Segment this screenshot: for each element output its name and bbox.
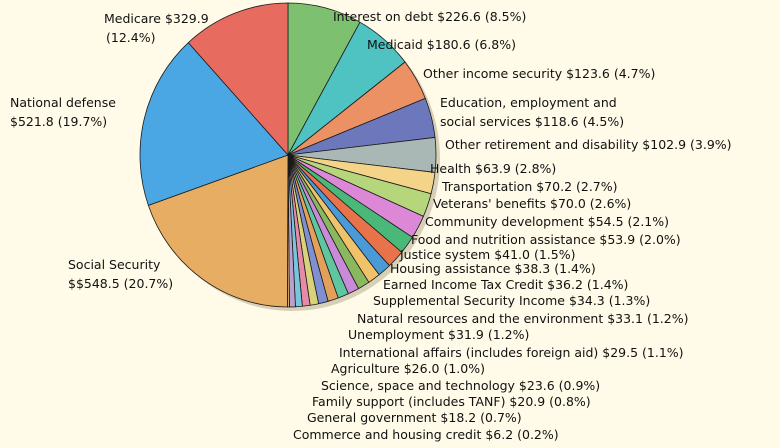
- slice-label: Medicare $329.9 (12.4%): [104, 11, 209, 45]
- slice-label: Earned Income Tax Credit $36.2 (1.4%): [383, 277, 628, 292]
- slice-label: Transportation $70.2 (2.7%): [441, 179, 618, 194]
- slice-label: National defense $521.8 (19.7%): [10, 95, 116, 129]
- slice-label: Social Security $$548.5 (20.7%): [68, 257, 173, 291]
- slice-label: Justice system $41.0 (1.5%): [399, 247, 575, 262]
- slice-label: Natural resources and the environment $3…: [357, 311, 688, 326]
- slice-label: Community development $54.5 (2.1%): [425, 214, 669, 229]
- slice-label: Science, space and technology $23.6 (0.9…: [321, 378, 600, 393]
- slice-label: Agriculture $26.0 (1.0%): [331, 361, 485, 376]
- pie-slice: [187, 2, 289, 156]
- slice-label: Housing assistance $38.3 (1.4%): [390, 261, 596, 276]
- slice-label: Health $63.9 (2.8%): [430, 161, 556, 176]
- slice-label: Family support (includes TANF) $20.9 (0.…: [312, 394, 591, 409]
- slice-label: Food and nutrition assistance $53.9 (2.0…: [411, 232, 681, 247]
- slice-label: Commerce and housing credit $6.2 (0.2%): [293, 427, 559, 442]
- slice-label: Medicaid $180.6 (6.8%): [367, 37, 516, 52]
- slice-label: General government $18.2 (0.7%): [307, 410, 522, 425]
- slice-label: International affairs (includes foreign …: [339, 345, 684, 360]
- slice-label: Other income security $123.6 (4.7%): [423, 66, 655, 81]
- slice-label: Unemployment $31.9 (1.2%): [348, 327, 529, 342]
- slice-label: Veterans' benefits $70.0 (2.6%): [433, 196, 631, 211]
- pie-slice: [139, 42, 289, 206]
- slice-label: Other retirement and disability $102.9 (…: [445, 137, 732, 152]
- slice-label: Supplemental Security Income $34.3 (1.3%…: [373, 293, 650, 308]
- slice-label: Education, employment and social services…: [440, 95, 624, 129]
- slice-label: Interest on debt $226.6 (8.5%): [333, 9, 526, 24]
